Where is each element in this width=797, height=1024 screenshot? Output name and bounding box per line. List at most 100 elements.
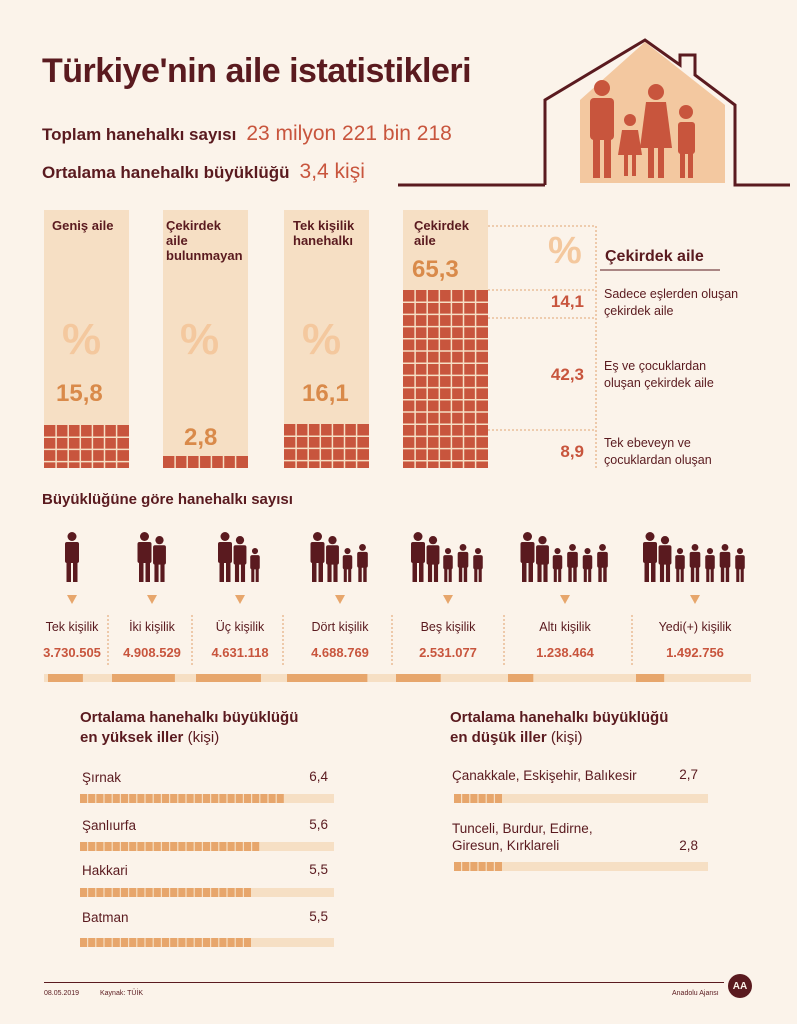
person-head — [235, 536, 245, 545]
person-body — [643, 542, 657, 563]
person-head — [459, 544, 467, 551]
percent-symbol: % — [62, 315, 102, 364]
province-bar-segment — [96, 794, 104, 803]
column-label: Çekirdek aile bulunmayan — [166, 218, 243, 263]
person-leg — [412, 561, 417, 582]
province-bar-segment — [219, 794, 227, 803]
province-bar-segment — [170, 794, 178, 803]
person-leg — [720, 566, 725, 582]
household-bar — [636, 674, 665, 682]
province-bar-segment — [478, 794, 486, 803]
province-bar-segment — [129, 938, 137, 947]
provinces-low-title: Ortalama hanehalkı büyüklüğü en düşük il… — [450, 708, 770, 748]
person-body — [153, 545, 166, 565]
person-leg — [553, 567, 557, 582]
province-value: 2,8 — [679, 838, 698, 853]
breakdown-label: Eş ve çocuklardan oluşan çekirdek aile — [604, 359, 714, 390]
person-body — [597, 551, 608, 568]
province-name: Şırnak — [82, 770, 122, 785]
person-leg — [448, 567, 452, 582]
breakdown-label: Sadece eşlerden oluşan çekirdek aile — [604, 287, 739, 318]
province-bar-segment — [112, 794, 120, 803]
province-bar-segment — [211, 888, 219, 897]
province-bar-segment — [470, 862, 478, 871]
breakdown-value: 42,3 — [550, 365, 584, 384]
person-body — [326, 545, 339, 565]
person-body — [705, 555, 715, 570]
person-leg — [160, 562, 165, 582]
person-head — [67, 532, 77, 541]
pointer-triangle-icon — [67, 595, 77, 604]
province-bar-track — [454, 794, 708, 803]
person-body — [582, 555, 593, 570]
province-bar-segment — [235, 842, 243, 851]
person-leg — [251, 567, 255, 582]
household-figures-5-icon — [411, 532, 483, 582]
pointer-triangle-icon — [335, 595, 345, 604]
province-bar-segment — [235, 938, 243, 947]
household-figures-6-icon — [520, 532, 608, 582]
province-bar-segment — [178, 938, 186, 947]
household-figures-3-icon — [218, 532, 260, 582]
total-households-value: 23 milyon 221 bin 218 — [246, 122, 452, 145]
province-bar-track — [454, 862, 708, 871]
percent-symbol: % — [180, 315, 220, 364]
province-bar-segment — [203, 794, 210, 803]
province-bar-segment — [129, 794, 137, 803]
province-bar-segment — [162, 888, 169, 897]
province-bar-segment — [211, 938, 219, 947]
province-bar-segment — [227, 938, 235, 947]
province-bar-segment — [194, 794, 202, 803]
provinces-high-title-line2: en yüksek iller — [80, 729, 184, 746]
person-leg — [358, 566, 362, 582]
person-body — [719, 551, 731, 568]
province-name: Şanlıurfa — [82, 818, 137, 833]
province-bar-segment — [495, 862, 502, 871]
person-head — [413, 532, 423, 541]
breakdown-label: Tek ebeveyn ve çocuklardan oluşan — [604, 436, 712, 467]
province-bar-segment — [244, 888, 251, 897]
person-head — [428, 536, 438, 545]
household-size-value: 4.631.118 — [211, 645, 269, 660]
person-head — [220, 532, 230, 541]
household-figures-2-icon — [137, 532, 166, 582]
household-size-value: 1.238.464 — [536, 645, 594, 660]
average-size-label: Ortalama hanehalkı büyüklüğü — [42, 163, 290, 182]
average-household-size: Ortalama hanehalkı büyüklüğü 3,4 kişi — [42, 160, 365, 184]
province-bar-segment — [129, 888, 137, 897]
person-leg — [433, 562, 439, 582]
person-body — [218, 542, 232, 563]
province-bar-segment — [462, 862, 470, 871]
person-head — [313, 532, 322, 541]
waffle-bar-fill — [403, 290, 488, 468]
province-bar-segment — [137, 888, 145, 897]
province-bar-segment — [478, 862, 486, 871]
province-bar-segment — [162, 842, 169, 851]
person-head — [344, 548, 351, 555]
province-bar-segment — [486, 794, 494, 803]
person-leg — [695, 566, 700, 582]
person-leg — [226, 561, 231, 582]
province-name: Batman — [82, 910, 129, 925]
province-bar-segment — [194, 938, 202, 947]
footer-agency: Anadolu Ajansı — [672, 990, 719, 997]
province-bar-segment — [80, 842, 87, 851]
person-head — [155, 536, 164, 545]
person-head — [721, 544, 729, 551]
person-body — [520, 542, 535, 563]
footer-divider — [44, 982, 724, 983]
province-bar-segment — [88, 842, 96, 851]
household-figures-1-icon — [65, 532, 79, 582]
waffle-bar-4 — [403, 290, 488, 468]
province-bar-segment — [276, 794, 284, 803]
province-bar-segment — [170, 938, 178, 947]
person-body — [552, 555, 563, 570]
province-bar-segment — [186, 794, 194, 803]
province-bar-segment — [268, 794, 276, 803]
person-leg — [558, 567, 562, 582]
province-bar-segment — [244, 794, 251, 803]
person-head — [359, 544, 366, 551]
person-leg — [327, 562, 332, 582]
person-leg — [651, 561, 656, 582]
household-size-value: 1.492.756 — [666, 645, 724, 660]
